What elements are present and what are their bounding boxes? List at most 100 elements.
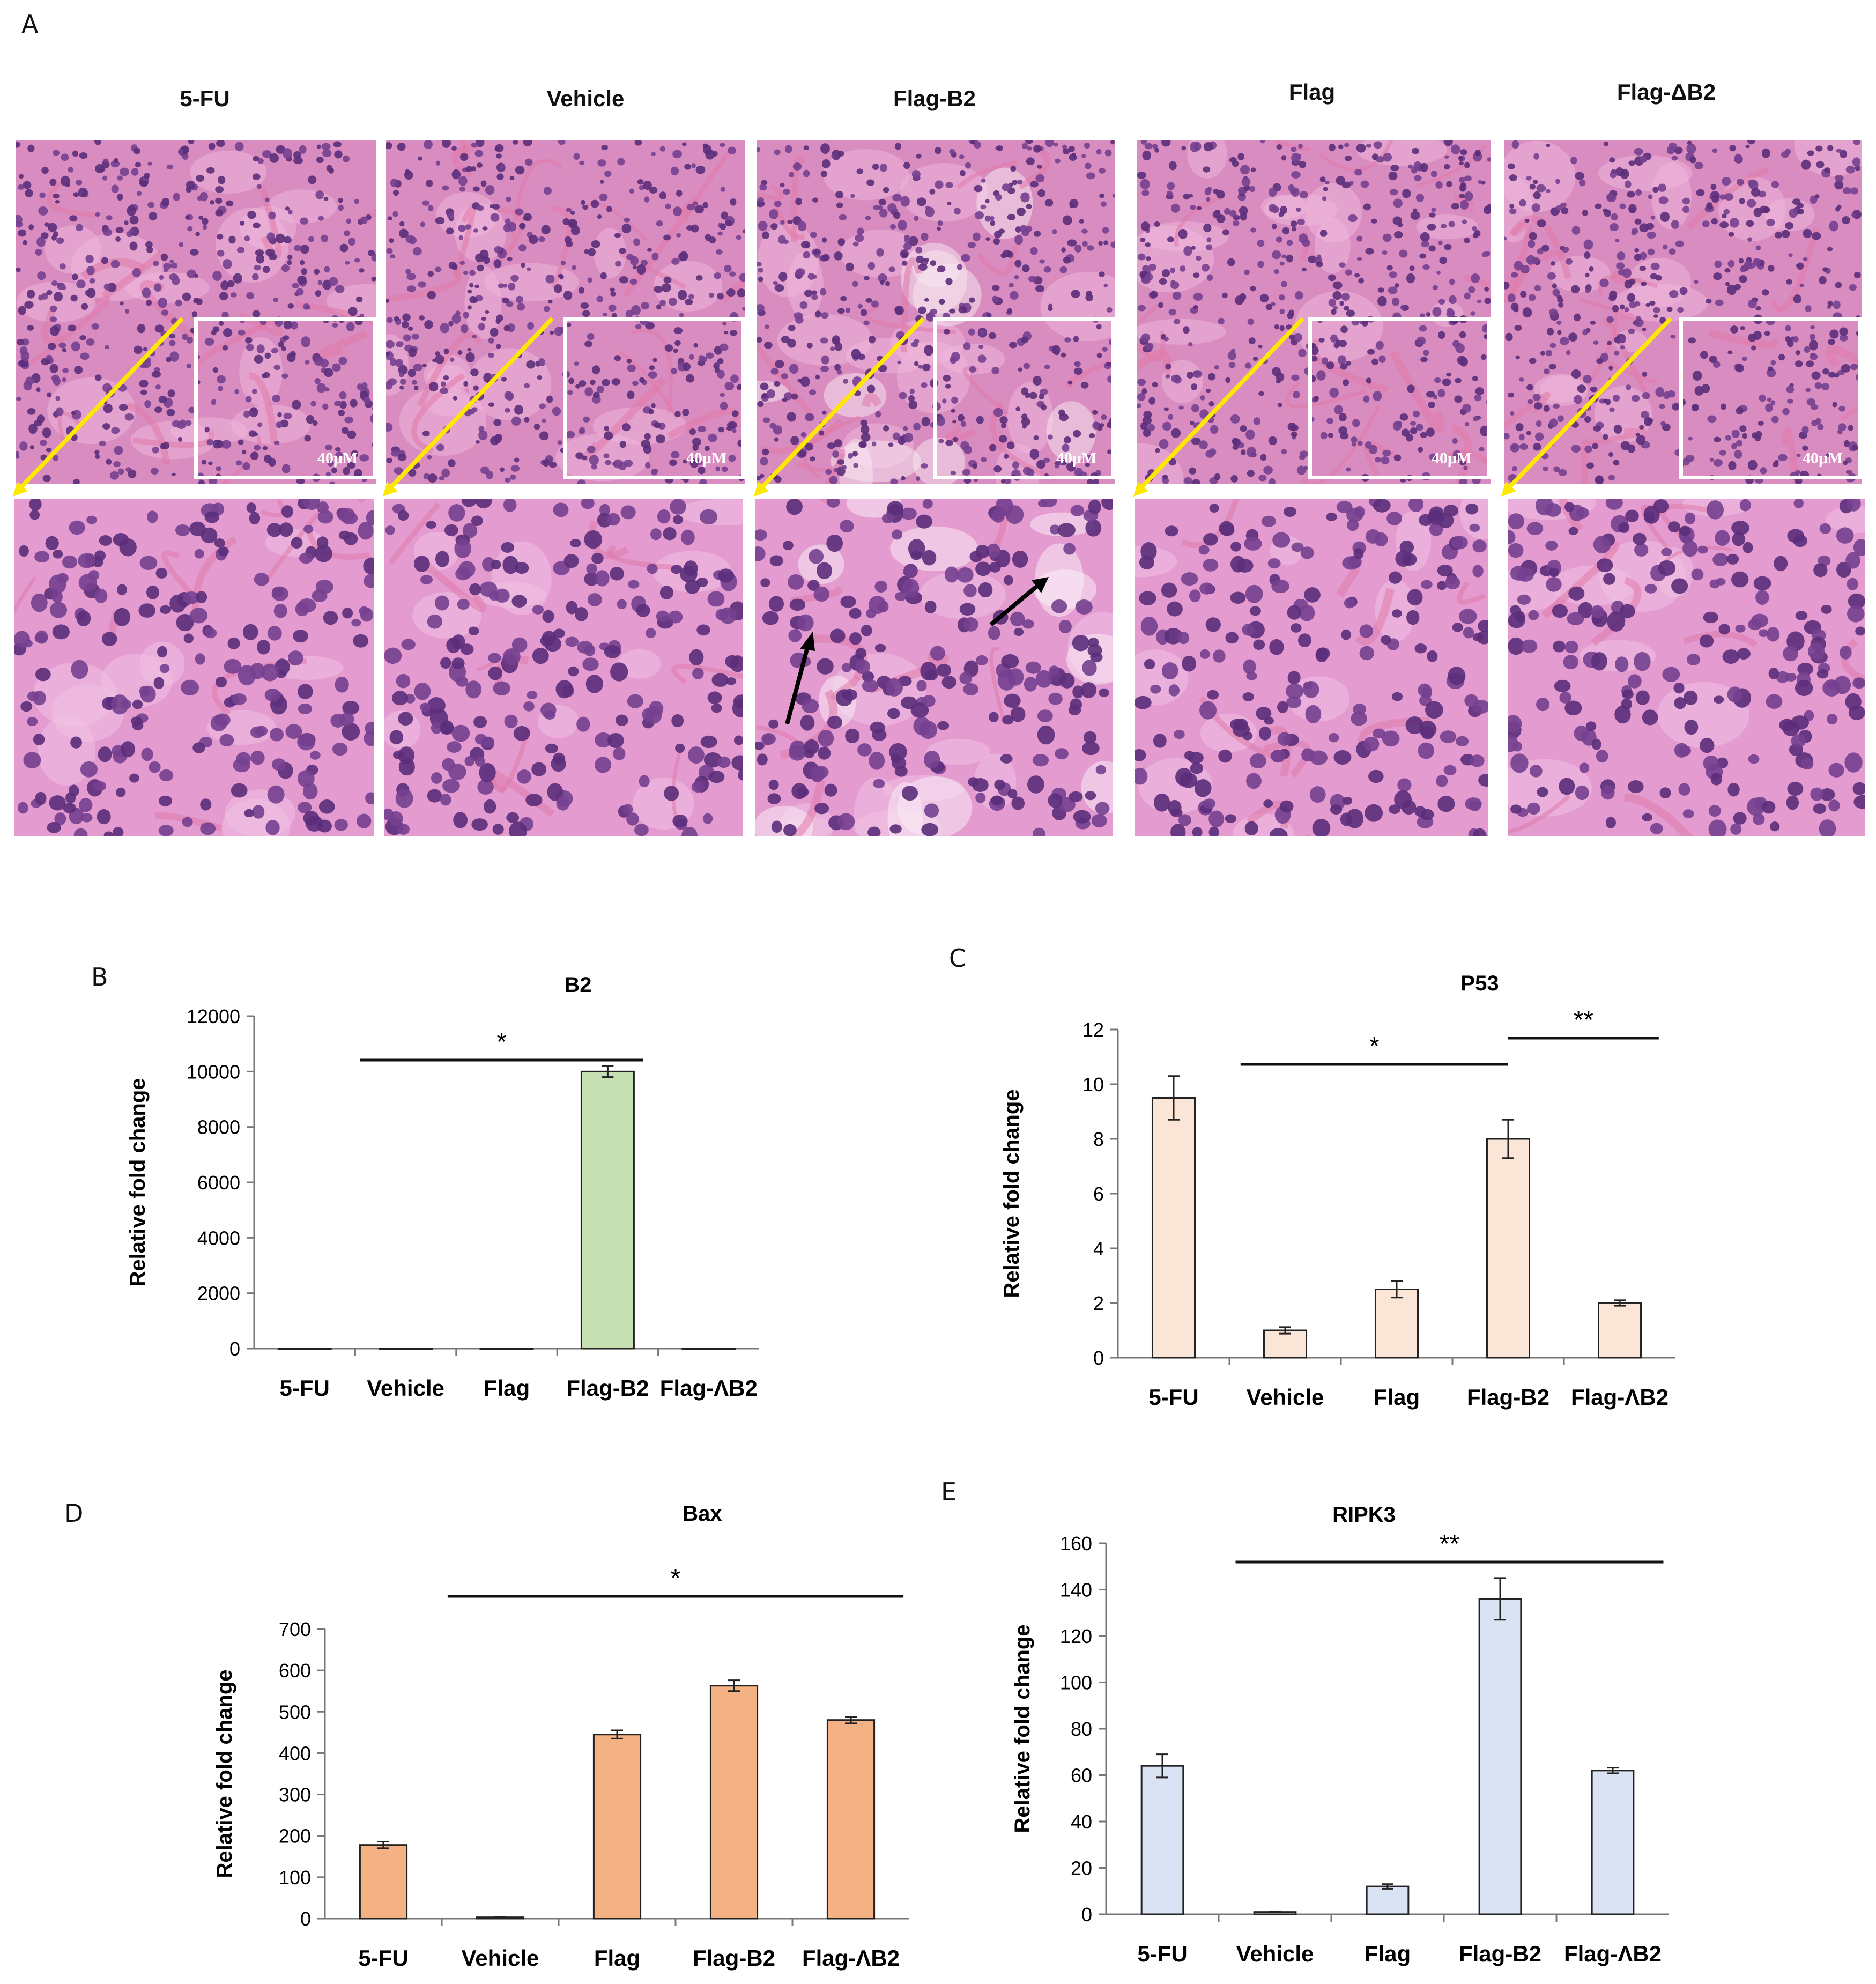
zoom-inset-frame bbox=[194, 317, 376, 479]
x-category-label: Flag-ΛB2 bbox=[1564, 1941, 1662, 1966]
y-tick-label: 0 bbox=[1081, 1904, 1092, 1926]
chart-b2: B2 Relative fold change 0 2000 4000 6000 8000 1… bbox=[126, 973, 759, 1401]
y-axis-label: Relative fold change bbox=[1000, 1090, 1024, 1298]
bar bbox=[1374, 1289, 1419, 1359]
y-axis-label: Relative fold change bbox=[1011, 1625, 1034, 1833]
panel-letter-e: E bbox=[941, 1477, 957, 1506]
y-tick-label: 100 bbox=[1060, 1672, 1092, 1694]
x-category-label: Vehicle bbox=[1247, 1385, 1324, 1410]
bar bbox=[1591, 1770, 1635, 1915]
zoom-indicator-arrow bbox=[1133, 317, 1304, 497]
significance-marker: * bbox=[496, 1028, 507, 1056]
micrograph-magnified bbox=[1135, 499, 1488, 836]
bar bbox=[379, 1347, 433, 1350]
y-tick-label: 10 bbox=[1082, 1074, 1104, 1095]
y-tick-label: 2 bbox=[1093, 1292, 1104, 1314]
micrograph-overview bbox=[1137, 140, 1491, 484]
x-category-label: Flag-B2 bbox=[1467, 1385, 1549, 1410]
y-tick-label: 6000 bbox=[197, 1172, 240, 1194]
x-category-label: 5-FU bbox=[280, 1375, 330, 1401]
y-tick-label: 0 bbox=[1093, 1347, 1104, 1369]
column-label-flag: Flag bbox=[1288, 79, 1336, 105]
zoom-inset-frame bbox=[933, 317, 1115, 479]
y-tick-label: 200 bbox=[279, 1825, 311, 1847]
chart-title: B2 bbox=[564, 973, 591, 997]
zoom-indicator-arrow bbox=[383, 317, 554, 497]
chart-ripk3: RIPK3 Relative fold change 0 20 40 60 80 100 120… bbox=[1011, 1503, 1669, 1966]
x-category-label: Flag-ΛB2 bbox=[660, 1375, 758, 1401]
bar bbox=[1478, 1598, 1522, 1915]
x-category-label: Flag bbox=[484, 1375, 530, 1401]
x-category-label: 5-FU bbox=[1148, 1385, 1198, 1410]
scale-bar-label: 40μM bbox=[686, 449, 727, 467]
y-tick-label: 4000 bbox=[197, 1227, 240, 1249]
x-category-label: Flag-ΛB2 bbox=[802, 1945, 900, 1971]
panel-letter-a: A bbox=[21, 10, 39, 39]
y-tick-label: 100 bbox=[279, 1867, 311, 1889]
y-tick-label: 40 bbox=[1071, 1811, 1092, 1833]
y-tick-label: 0 bbox=[300, 1908, 311, 1930]
zoom-indicator-arrow bbox=[754, 317, 925, 497]
significance-marker: * bbox=[1369, 1032, 1380, 1061]
y-tick-label: 700 bbox=[279, 1618, 311, 1640]
y-tick-label: 500 bbox=[279, 1701, 311, 1723]
x-category-label: 5-FU bbox=[358, 1945, 408, 1971]
chart-title: Bax bbox=[683, 1502, 722, 1526]
column-label-flag-delta-b2: Flag-ΔB2 bbox=[1617, 79, 1716, 105]
chart-title: RIPK3 bbox=[1332, 1503, 1396, 1527]
y-tick-label: 12000 bbox=[187, 1005, 240, 1027]
panel-letter-d: D bbox=[64, 1499, 84, 1528]
x-category-label: Flag bbox=[1374, 1385, 1420, 1410]
panel-letter-b: B bbox=[91, 963, 108, 991]
y-tick-label: 6 bbox=[1093, 1183, 1104, 1205]
bar bbox=[479, 1347, 534, 1350]
y-tick-label: 600 bbox=[279, 1660, 311, 1682]
micrograph-magnified bbox=[384, 499, 743, 836]
micrograph-magnified bbox=[755, 499, 1113, 836]
x-category-label: Flag-B2 bbox=[566, 1375, 649, 1401]
y-tick-label: 10000 bbox=[187, 1061, 240, 1083]
chart-p53: P53 Relative fold change 0 2 4 6 8 10 12 5-FU Vehi… bbox=[1000, 972, 1675, 1410]
zoom-inset-frame bbox=[1679, 317, 1862, 479]
bar bbox=[1140, 1765, 1184, 1915]
bar bbox=[1597, 1302, 1642, 1359]
y-tick-label: 4 bbox=[1093, 1238, 1104, 1260]
scale-bar-label: 40μM bbox=[1056, 449, 1097, 467]
panel-letter-c: C bbox=[949, 944, 967, 973]
y-tick-label: 60 bbox=[1071, 1765, 1092, 1787]
y-tick-label: 300 bbox=[279, 1784, 311, 1806]
y-tick-label: 140 bbox=[1060, 1579, 1092, 1601]
y-tick-label: 0 bbox=[229, 1338, 240, 1360]
x-category-label: Vehicle bbox=[1236, 1941, 1314, 1966]
y-axis-label: Relative fold change bbox=[213, 1670, 236, 1878]
scale-bar-label: 40μM bbox=[1803, 449, 1843, 467]
column-label-vehicle: Vehicle bbox=[546, 86, 625, 111]
y-tick-label: 400 bbox=[279, 1742, 311, 1764]
scale-bar-label: 40μM bbox=[1432, 449, 1472, 467]
micrograph-magnified bbox=[1508, 499, 1865, 836]
micrograph-overview bbox=[16, 140, 376, 484]
x-category-label: 5-FU bbox=[1137, 1941, 1187, 1966]
y-tick-label: 20 bbox=[1071, 1857, 1092, 1879]
significance-marker: * bbox=[671, 1564, 681, 1593]
x-category-label: Flag bbox=[594, 1945, 640, 1971]
chart-title: P53 bbox=[1460, 972, 1499, 995]
bar bbox=[1263, 1329, 1308, 1359]
y-tick-label: 2000 bbox=[197, 1283, 240, 1305]
column-label-flag-b2: Flag-B2 bbox=[893, 86, 976, 111]
bar bbox=[709, 1685, 759, 1920]
bar bbox=[592, 1734, 642, 1920]
micrograph-magnified bbox=[14, 499, 374, 836]
x-category-label: Flag-B2 bbox=[693, 1945, 775, 1971]
bar bbox=[580, 1070, 635, 1350]
chart-bax: Bax Relative fold change 0 100 200 300 400 500 6… bbox=[213, 1502, 909, 1971]
bar bbox=[826, 1719, 876, 1920]
bar bbox=[681, 1347, 736, 1350]
bar bbox=[359, 1844, 408, 1920]
x-category-label: Vehicle bbox=[367, 1375, 444, 1401]
y-tick-label: 160 bbox=[1060, 1533, 1092, 1554]
zoom-inset-frame bbox=[563, 317, 745, 479]
y-axis-label: Relative fold change bbox=[126, 1078, 150, 1287]
x-category-label: Flag-B2 bbox=[1459, 1941, 1541, 1966]
significance-marker: ** bbox=[1440, 1530, 1459, 1558]
